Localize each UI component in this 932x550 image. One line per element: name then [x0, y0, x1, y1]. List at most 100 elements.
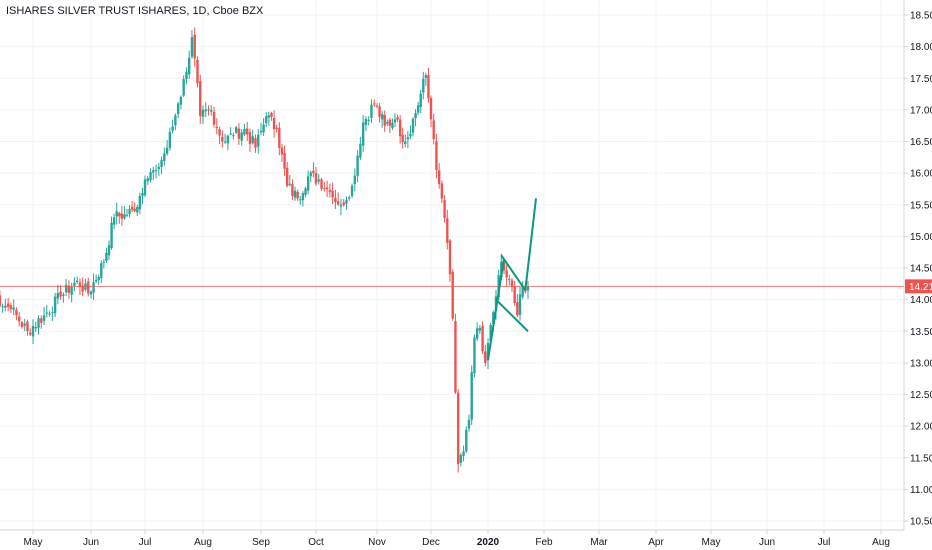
- pattern-trend-line[interactable]: [500, 254, 527, 291]
- candle: [470, 365, 473, 425]
- candle: [262, 118, 265, 136]
- candle: [478, 325, 482, 334]
- candle: [314, 167, 318, 186]
- pattern-trend-line[interactable]: [487, 258, 505, 360]
- candle: [179, 95, 183, 110]
- candle: [370, 99, 373, 124]
- candle: [51, 306, 54, 322]
- pattern-trend-line[interactable]: [524, 198, 537, 291]
- candle: [437, 162, 441, 189]
- candle: [396, 114, 399, 123]
- candle: [484, 344, 487, 367]
- y-tick-label: 18.00: [910, 42, 932, 53]
- candle: [118, 211, 121, 224]
- y-tick-label: 17.50: [910, 74, 932, 85]
- x-tick-label: May: [702, 537, 721, 548]
- candle: [215, 118, 219, 135]
- candle: [105, 247, 108, 263]
- candle: [193, 27, 196, 67]
- y-tick-label: 13.00: [910, 358, 932, 369]
- candle: [48, 310, 51, 317]
- candle: [348, 195, 351, 201]
- candle: [100, 260, 103, 284]
- candle: [102, 258, 106, 269]
- candle: [204, 102, 207, 117]
- candle: [356, 150, 359, 183]
- candle: [309, 170, 312, 183]
- candle: [163, 147, 166, 166]
- candle: [456, 389, 460, 473]
- candle: [446, 209, 449, 250]
- candle: [152, 166, 155, 181]
- candle: [89, 290, 93, 299]
- candle: [207, 105, 210, 116]
- candle: [416, 101, 420, 116]
- time-axis[interactable]: May Jun Jul Aug Sep Oct Nov Dec 2020 Feb Mar Apr May…: [24, 530, 890, 548]
- candle: [345, 196, 348, 210]
- candle: [429, 95, 433, 128]
- candle: [462, 445, 465, 462]
- candle: [29, 328, 32, 337]
- candle: [257, 129, 260, 154]
- y-tick-label: 14.50: [910, 264, 932, 275]
- candle: [328, 183, 332, 198]
- candle: [37, 315, 40, 335]
- x-tick-label: Feb: [535, 537, 553, 548]
- pattern-trend-line[interactable]: [495, 298, 529, 332]
- candle: [87, 277, 90, 297]
- candle: [182, 75, 185, 98]
- candle: [513, 280, 516, 306]
- candle: [128, 204, 131, 218]
- y-tick-label: 16.00: [910, 169, 932, 180]
- candle: [291, 179, 294, 200]
- candle: [20, 320, 24, 329]
- candle: [75, 276, 79, 284]
- last-price-tag-text: 14.21: [909, 282, 932, 293]
- candle: [245, 121, 249, 141]
- candle: [404, 134, 407, 148]
- candle: [267, 111, 271, 126]
- candle: [339, 198, 343, 216]
- candle: [350, 183, 354, 199]
- candle: [185, 67, 188, 85]
- x-tick-label: Jul: [818, 537, 831, 548]
- candle: [171, 119, 174, 134]
- candle: [312, 162, 315, 178]
- price-axis[interactable]: 18.50 18.00 17.50 17.00 16.50 16.00 15.50 15.00…: [904, 11, 932, 528]
- candle: [414, 109, 417, 127]
- candle: [237, 123, 241, 145]
- x-tick-label: Jun: [83, 537, 99, 548]
- candle: [320, 177, 323, 192]
- candle: [149, 168, 152, 183]
- x-tick-label: 2020: [477, 537, 500, 548]
- candle: [383, 110, 386, 132]
- grid-lines: [0, 0, 904, 530]
- y-tick-label: 18.50: [910, 11, 932, 22]
- candle: [323, 181, 326, 192]
- candle: [1, 303, 4, 313]
- x-tick-label: Jul: [139, 537, 152, 548]
- candle: [386, 119, 389, 127]
- candle: [154, 164, 158, 179]
- candle: [176, 101, 180, 119]
- last-price-tag: 14.21: [905, 279, 932, 294]
- candle: [465, 426, 468, 454]
- y-tick-label: 12.00: [910, 422, 932, 433]
- candle: [293, 186, 297, 201]
- candle: [94, 274, 98, 284]
- candle: [306, 170, 310, 195]
- candle: [168, 127, 172, 151]
- y-tick-label: 10.50: [910, 517, 932, 528]
- chart-title: ISHARES SILVER TRUST ISHARES, 1D, Cboe B…: [6, 5, 264, 17]
- candle: [123, 206, 126, 220]
- candle: [17, 312, 21, 327]
- candle: [218, 126, 221, 145]
- candle: [516, 293, 519, 318]
- candle: [275, 124, 278, 133]
- candle: [112, 213, 116, 230]
- candle: [190, 30, 194, 59]
- candle: [12, 299, 15, 316]
- y-tick-label: 17.00: [910, 105, 932, 116]
- x-tick-label: Dec: [422, 537, 440, 548]
